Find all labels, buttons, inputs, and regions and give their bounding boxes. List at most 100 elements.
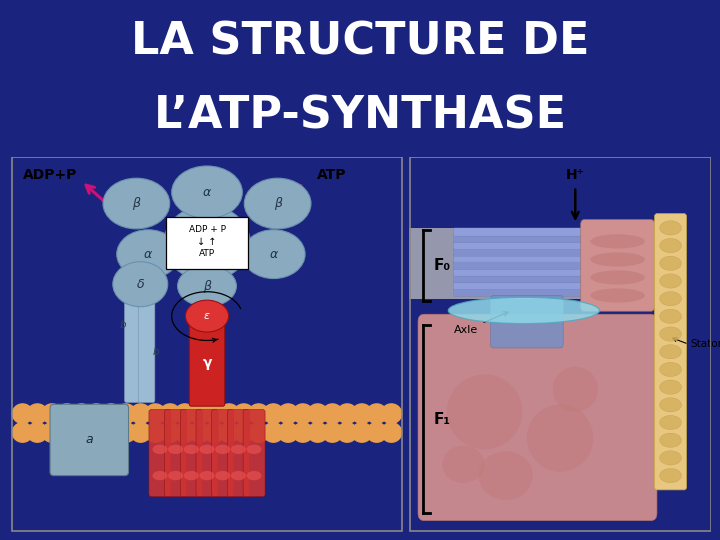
Ellipse shape: [113, 262, 168, 307]
Text: b: b: [120, 320, 126, 330]
Circle shape: [351, 423, 372, 442]
Circle shape: [160, 404, 180, 423]
Circle shape: [381, 423, 402, 442]
Circle shape: [189, 423, 210, 442]
Circle shape: [366, 423, 387, 442]
FancyBboxPatch shape: [149, 409, 171, 497]
Text: a: a: [86, 434, 93, 447]
Circle shape: [71, 423, 91, 442]
Circle shape: [145, 423, 166, 442]
FancyBboxPatch shape: [165, 409, 186, 497]
Text: α: α: [144, 248, 152, 261]
Ellipse shape: [660, 469, 681, 483]
Ellipse shape: [153, 444, 167, 454]
Circle shape: [189, 404, 210, 423]
Text: ADP + P: ADP + P: [189, 225, 225, 234]
Ellipse shape: [660, 362, 681, 376]
Circle shape: [42, 423, 63, 442]
Circle shape: [101, 404, 121, 423]
Ellipse shape: [199, 444, 215, 454]
Ellipse shape: [247, 444, 261, 454]
FancyBboxPatch shape: [50, 404, 129, 476]
Ellipse shape: [660, 239, 681, 253]
Circle shape: [219, 423, 239, 442]
FancyBboxPatch shape: [454, 254, 591, 263]
FancyBboxPatch shape: [138, 271, 155, 402]
Circle shape: [145, 404, 166, 423]
Ellipse shape: [449, 298, 600, 323]
Ellipse shape: [660, 256, 681, 271]
Ellipse shape: [103, 178, 170, 229]
Circle shape: [337, 423, 357, 442]
FancyBboxPatch shape: [189, 308, 225, 406]
Text: F₀: F₀: [433, 258, 450, 273]
Ellipse shape: [660, 451, 681, 465]
FancyBboxPatch shape: [454, 261, 591, 269]
Ellipse shape: [660, 309, 681, 323]
FancyBboxPatch shape: [228, 409, 249, 497]
Circle shape: [116, 423, 136, 442]
FancyBboxPatch shape: [409, 228, 666, 299]
Circle shape: [351, 404, 372, 423]
Circle shape: [12, 423, 33, 442]
Circle shape: [248, 423, 269, 442]
Ellipse shape: [660, 274, 681, 288]
Ellipse shape: [231, 444, 246, 454]
Text: Stator: Stator: [690, 339, 720, 349]
Circle shape: [27, 423, 48, 442]
Circle shape: [116, 404, 136, 423]
Ellipse shape: [199, 471, 215, 480]
FancyBboxPatch shape: [180, 409, 202, 497]
Circle shape: [381, 404, 402, 423]
Ellipse shape: [215, 471, 230, 480]
Ellipse shape: [215, 444, 230, 454]
Ellipse shape: [590, 271, 645, 285]
Text: β: β: [203, 280, 211, 293]
FancyBboxPatch shape: [418, 314, 657, 521]
Text: ATP: ATP: [317, 168, 346, 183]
Ellipse shape: [660, 433, 681, 447]
Circle shape: [12, 404, 33, 423]
Circle shape: [130, 404, 150, 423]
Circle shape: [307, 404, 328, 423]
FancyBboxPatch shape: [654, 214, 687, 490]
Circle shape: [307, 423, 328, 442]
Text: γ: γ: [202, 356, 212, 370]
Circle shape: [219, 404, 239, 423]
Circle shape: [278, 423, 298, 442]
Text: β: β: [274, 197, 282, 210]
Ellipse shape: [479, 451, 533, 500]
Circle shape: [278, 404, 298, 423]
Circle shape: [57, 423, 77, 442]
Circle shape: [101, 423, 121, 442]
Ellipse shape: [590, 234, 645, 248]
Ellipse shape: [171, 166, 243, 219]
Ellipse shape: [590, 288, 645, 302]
Ellipse shape: [553, 367, 598, 412]
Text: α: α: [203, 186, 211, 199]
Ellipse shape: [660, 380, 681, 394]
FancyBboxPatch shape: [166, 217, 248, 269]
FancyBboxPatch shape: [490, 295, 563, 348]
Circle shape: [27, 404, 48, 423]
Ellipse shape: [660, 292, 681, 306]
Circle shape: [130, 423, 150, 442]
Ellipse shape: [178, 266, 236, 307]
Text: ε: ε: [204, 311, 210, 321]
Circle shape: [323, 404, 343, 423]
FancyBboxPatch shape: [454, 281, 591, 289]
FancyBboxPatch shape: [212, 409, 234, 497]
Ellipse shape: [527, 404, 593, 472]
Ellipse shape: [243, 230, 305, 279]
Text: H⁺: H⁺: [566, 168, 585, 183]
Circle shape: [57, 404, 77, 423]
Ellipse shape: [244, 178, 311, 229]
Circle shape: [248, 404, 269, 423]
Ellipse shape: [590, 252, 645, 267]
FancyBboxPatch shape: [454, 241, 591, 249]
FancyBboxPatch shape: [581, 220, 654, 311]
Ellipse shape: [153, 471, 167, 480]
FancyBboxPatch shape: [243, 409, 265, 497]
Circle shape: [337, 404, 357, 423]
Circle shape: [293, 404, 313, 423]
